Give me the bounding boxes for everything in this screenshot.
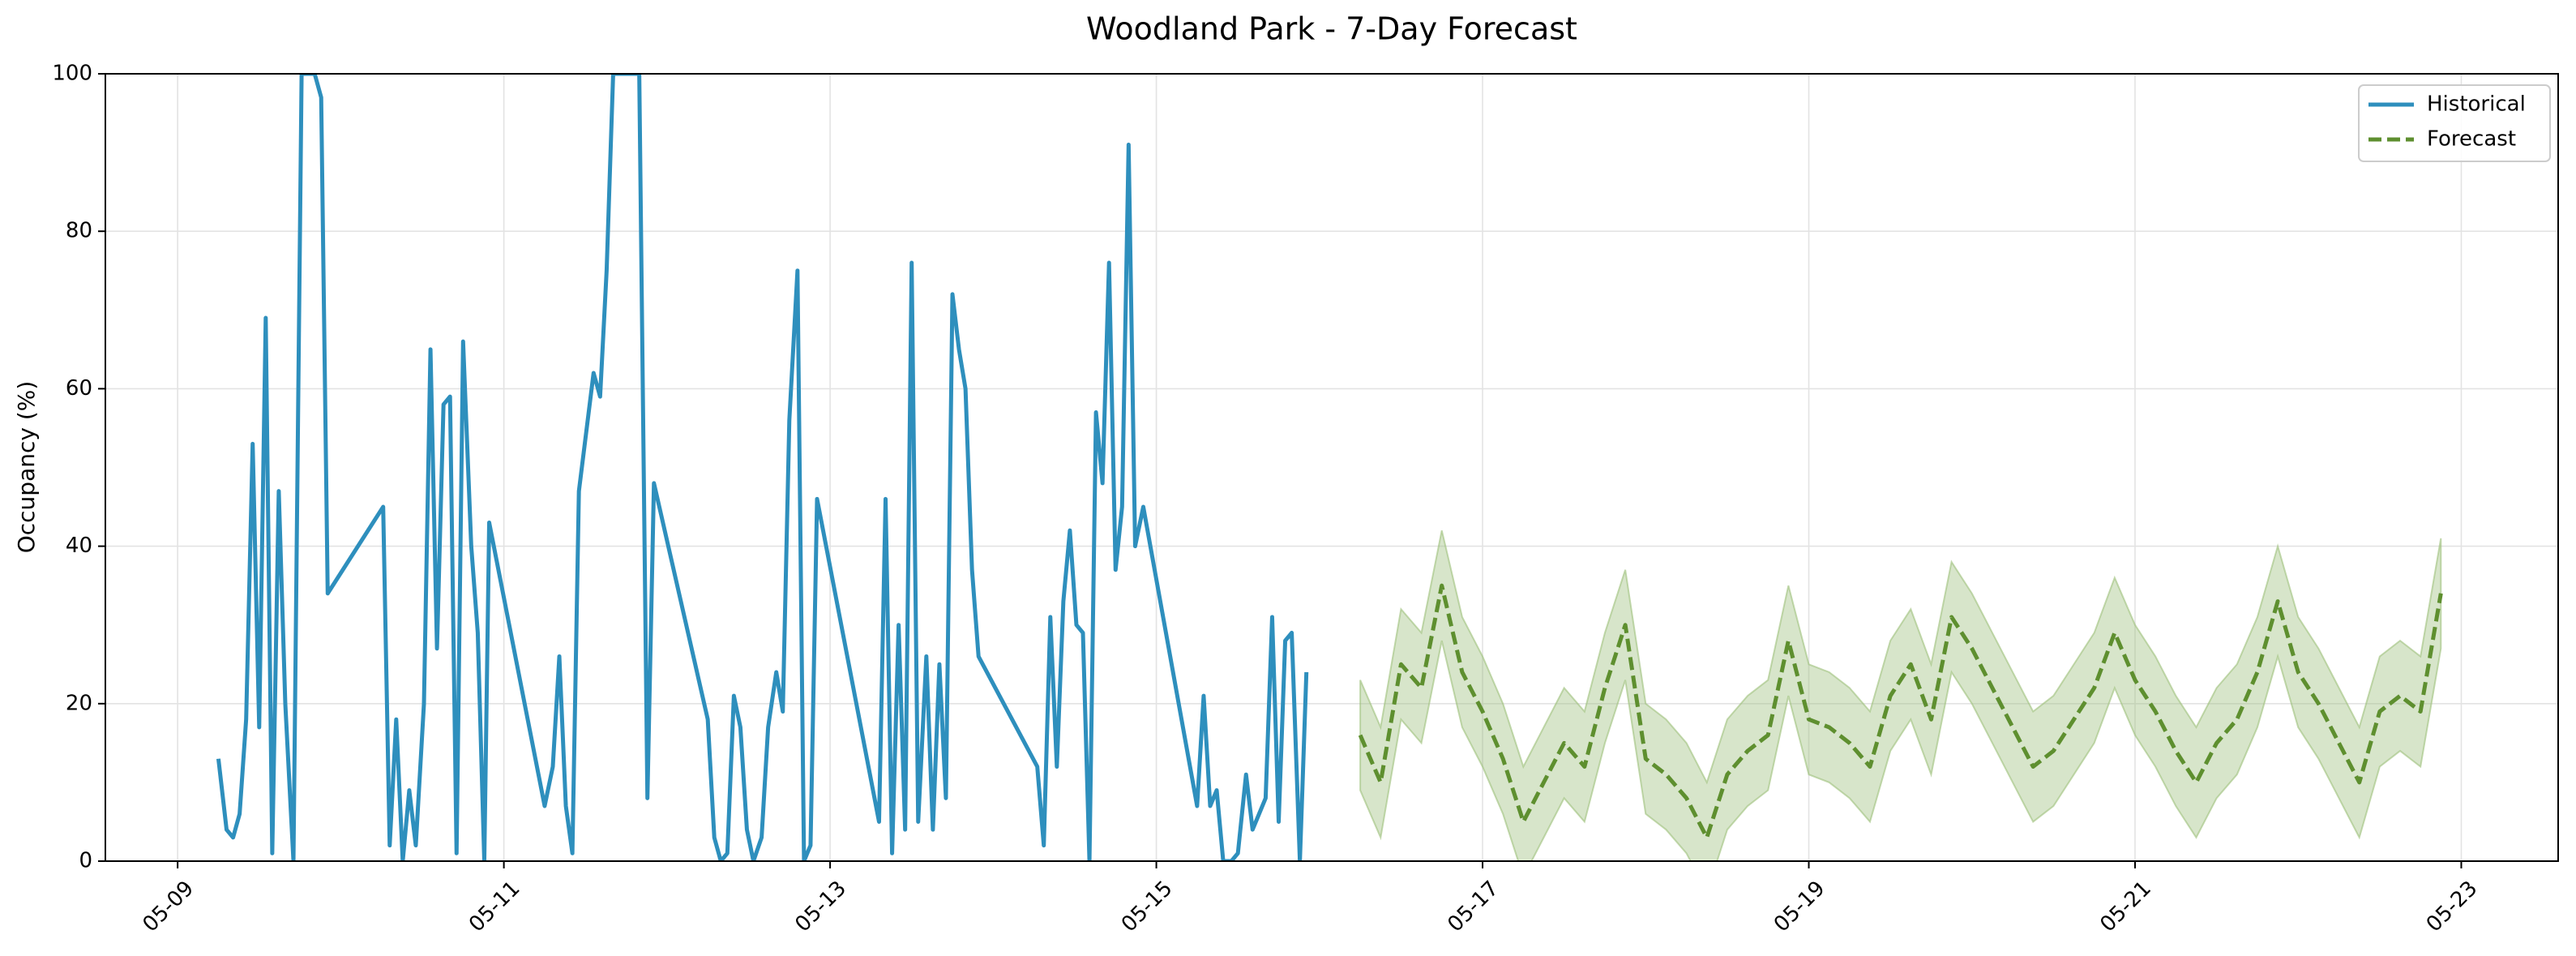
y-tick-label: 0	[79, 849, 92, 873]
chart-title: Woodland Park - 7-Day Forecast	[1086, 11, 1577, 47]
y-tick-label: 80	[66, 219, 92, 243]
y-axis-label: Occupancy (%)	[13, 381, 40, 554]
confidence-band	[1359, 529, 2442, 861]
y-tick-label: 60	[66, 376, 92, 401]
legend-label: Forecast	[2427, 127, 2516, 152]
series-line	[216, 74, 1309, 861]
legend: Historical Forecast	[2358, 84, 2551, 162]
axes-frame	[105, 73, 2559, 862]
plot-area	[216, 74, 2443, 861]
y-tick-label: 20	[66, 691, 92, 715]
y-tick-label: 40	[66, 534, 92, 558]
y-tick-label: 100	[52, 62, 92, 86]
series-line	[1358, 583, 2443, 840]
legend-label: Historical	[2427, 92, 2526, 117]
